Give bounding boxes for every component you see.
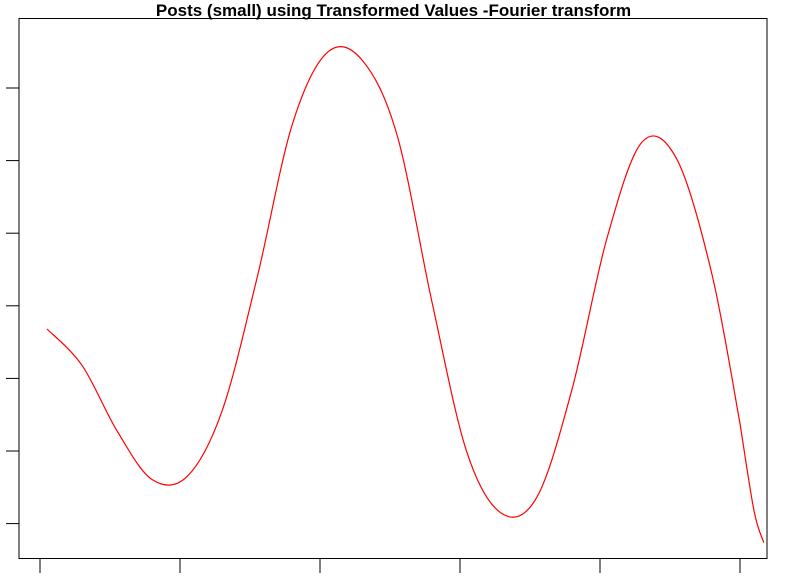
y-axis-ticks [6, 87, 19, 525]
chart-title: Posts (small) using Transformed Values -… [155, 1, 632, 20]
series-layer [46, 46, 765, 543]
plot-frame [18, 18, 768, 559]
x-axis-ticks [39, 559, 741, 573]
series-line [46, 46, 741, 518]
series-line [739, 423, 765, 543]
